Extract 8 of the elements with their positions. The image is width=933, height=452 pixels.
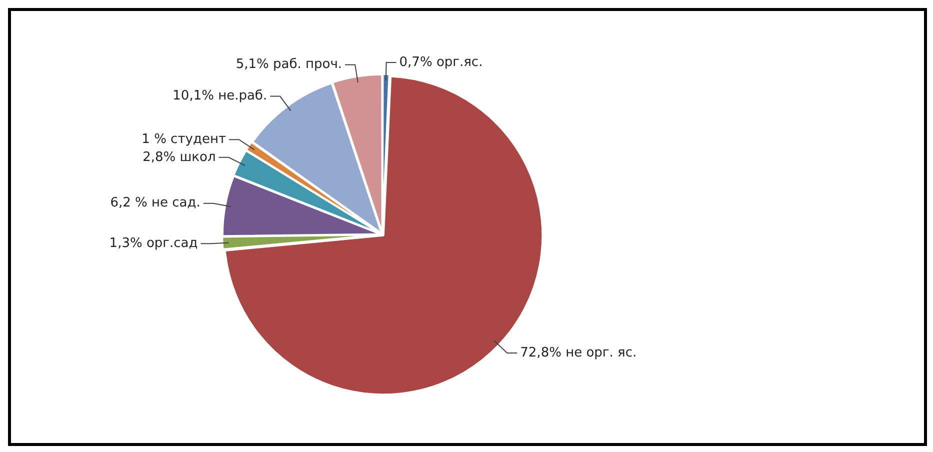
slice-label: 1,3% орг.сад xyxy=(109,236,198,252)
slice-label: 2,8% школ xyxy=(142,150,216,165)
slice-label: 0,7% орг.яс. xyxy=(399,54,483,70)
slice-label: 72,8% не орг. яс. xyxy=(520,345,637,360)
slice-label: 10,1% не.раб. xyxy=(172,88,268,104)
slice-label: 1 % студент xyxy=(142,132,226,147)
slice-label: 6,2 % не сад. xyxy=(110,196,200,211)
slice-label: 5,1% раб. проч. xyxy=(236,57,342,72)
